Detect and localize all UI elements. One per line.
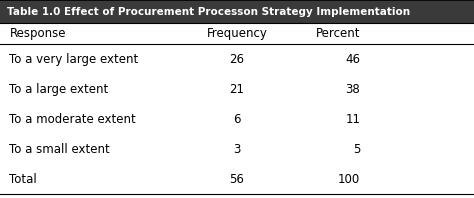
Text: 6: 6: [233, 113, 241, 126]
Text: Total: Total: [9, 173, 37, 186]
FancyBboxPatch shape: [0, 0, 474, 23]
Text: 100: 100: [338, 173, 360, 186]
Text: 56: 56: [229, 173, 245, 186]
Text: To a large extent: To a large extent: [9, 83, 109, 96]
Text: 46: 46: [345, 53, 360, 66]
Text: To a small extent: To a small extent: [9, 143, 110, 156]
Text: To a moderate extent: To a moderate extent: [9, 113, 136, 126]
Text: 5: 5: [353, 143, 360, 156]
Text: To a very large extent: To a very large extent: [9, 53, 139, 66]
Text: 3: 3: [233, 143, 241, 156]
Text: 38: 38: [346, 83, 360, 96]
Text: Table 1.0 Effect of Procurement Processon Strategy Implementation: Table 1.0 Effect of Procurement Processo…: [7, 7, 410, 17]
Text: Frequency: Frequency: [207, 27, 267, 40]
Text: Response: Response: [9, 27, 66, 40]
Text: 21: 21: [229, 83, 245, 96]
Text: 11: 11: [345, 113, 360, 126]
Text: Percent: Percent: [316, 27, 360, 40]
Text: 26: 26: [229, 53, 245, 66]
